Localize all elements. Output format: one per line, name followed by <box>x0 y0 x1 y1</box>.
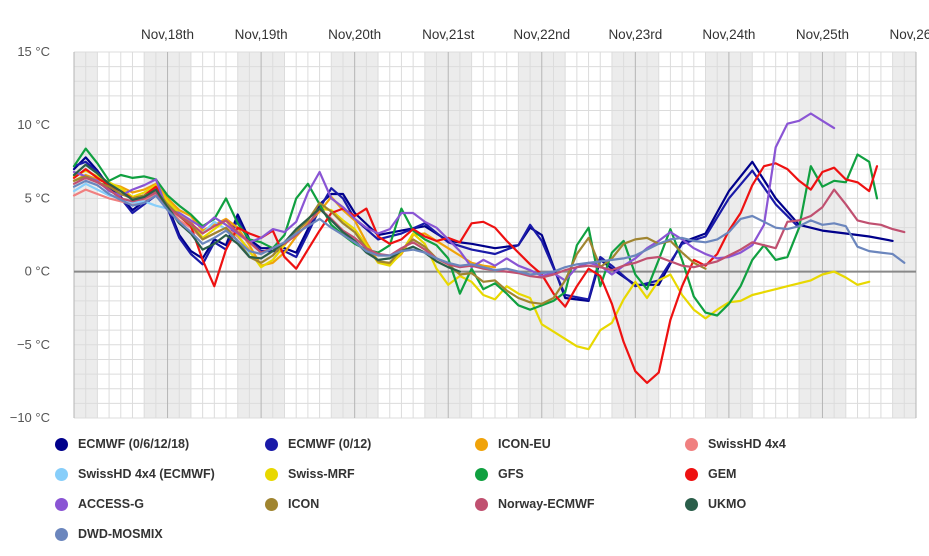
legend-item-icon[interactable]: ICON <box>265 497 319 511</box>
y-tick-label: 15 °C <box>17 44 50 59</box>
legend-item-swisshd-4x4-ecmwf-[interactable]: SwissHD 4x4 (ECMWF) <box>55 467 215 481</box>
legend-label: ICON-EU <box>498 437 551 451</box>
y-tick-label: 10 °C <box>17 117 50 132</box>
legend-item-access-g[interactable]: ACCESS-G <box>55 497 144 511</box>
legend-label: GFS <box>498 467 524 481</box>
series-line-swiss-mrf[interactable] <box>72 169 871 351</box>
legend-dot-icon <box>685 497 698 511</box>
legend-item-icon-eu[interactable]: ICON-EU <box>475 437 551 451</box>
series-line-access-g[interactable] <box>72 112 836 282</box>
legend-item-gem[interactable]: GEM <box>685 467 736 481</box>
legend-dot-icon <box>55 467 68 481</box>
legend-dot-icon <box>55 437 68 451</box>
series-line-gem[interactable] <box>72 162 879 384</box>
y-tick-label: 0 °C <box>25 264 50 279</box>
day-label: Nov,26th <box>889 27 929 42</box>
day-label: Nov,23rd <box>608 27 662 42</box>
legend-label: Swiss-MRF <box>288 467 355 481</box>
legend-item-swisshd-4x4[interactable]: SwissHD 4x4 <box>685 437 786 451</box>
legend-dot-icon <box>685 437 698 451</box>
day-label: Nov,25th <box>796 27 849 42</box>
y-tick-label: 5 °C <box>25 190 50 205</box>
legend-item-ecmwf-0-6-12-18-[interactable]: ECMWF (0/6/12/18) <box>55 437 189 451</box>
day-label: Nov,18th <box>141 27 194 42</box>
series-lines <box>72 112 906 384</box>
chart-svg: 15 °C10 °C5 °C0 °C−5 °C−10 °C Nov,18th No… <box>10 27 929 425</box>
legend-label: GEM <box>708 467 737 481</box>
series-line-dwd-mosmix[interactable] <box>72 179 906 276</box>
legend-item-gfs[interactable]: GFS <box>475 467 524 481</box>
legend-dot-icon <box>475 437 488 451</box>
legend-item-swiss-mrf[interactable]: Swiss-MRF <box>265 467 355 481</box>
legend-dot-icon <box>265 497 278 511</box>
legend-dot-icon <box>265 467 278 481</box>
temperature-chart: 15 °C 10 °C 5 °C 0 °C −5 °C −10 °C Nov,18th No… <box>10 27 929 425</box>
day-label: Nov,20th <box>328 27 381 42</box>
legend-dot-icon <box>55 497 68 511</box>
day-label: Nov,22nd <box>513 27 570 42</box>
legend-dot-icon <box>475 497 488 511</box>
legend: ECMWF (0/6/12/18) ECMWF (0/12) ICON-EU Swis… <box>55 437 915 552</box>
legend-label: Norway-ECMWF <box>498 497 595 511</box>
legend-dot-icon <box>265 437 278 451</box>
y-tick-label: −10 °C <box>10 410 50 425</box>
legend-label: ICON <box>288 497 320 511</box>
legend-item-ecmwf-0-12-[interactable]: ECMWF (0/12) <box>265 437 371 451</box>
legend-item-dwd-mosmix[interactable]: DWD-MOSMIX <box>55 527 163 541</box>
legend-label: SwissHD 4x4 (ECMWF) <box>78 467 215 481</box>
day-label: Nov,19th <box>235 27 288 42</box>
grid-lines <box>73 51 917 419</box>
y-axis-ticks: 15 °C 10 °C 5 °C 0 °C −5 °C −10 °C <box>10 44 50 425</box>
series-line-icon-eu[interactable] <box>72 173 497 269</box>
legend-label: ECMWF (0/12) <box>288 437 372 451</box>
x-axis-day-labels: Nov,18th Nov,19th Nov,20th Nov,21st Nov,22nd… <box>141 27 929 42</box>
day-label: Nov,24th <box>702 27 755 42</box>
legend-dot-icon <box>475 467 488 481</box>
legend-label: ECMWF (0/6/12/18) <box>78 437 190 451</box>
legend-label: ACCESS-G <box>78 497 144 511</box>
legend-label: UKMO <box>708 497 747 511</box>
y-tick-label: −5 °C <box>17 337 50 352</box>
legend-label: DWD-MOSMIX <box>78 527 163 541</box>
legend-dot-icon <box>685 467 698 481</box>
legend-label: SwissHD 4x4 <box>708 437 786 451</box>
series-line-ukmo[interactable] <box>72 163 461 273</box>
legend-dot-icon <box>55 527 68 541</box>
legend-item-norway-ecmwf[interactable]: Norway-ECMWF <box>475 497 595 511</box>
legend-item-ukmo[interactable]: UKMO <box>685 497 746 511</box>
day-label: Nov,21st <box>422 27 475 42</box>
